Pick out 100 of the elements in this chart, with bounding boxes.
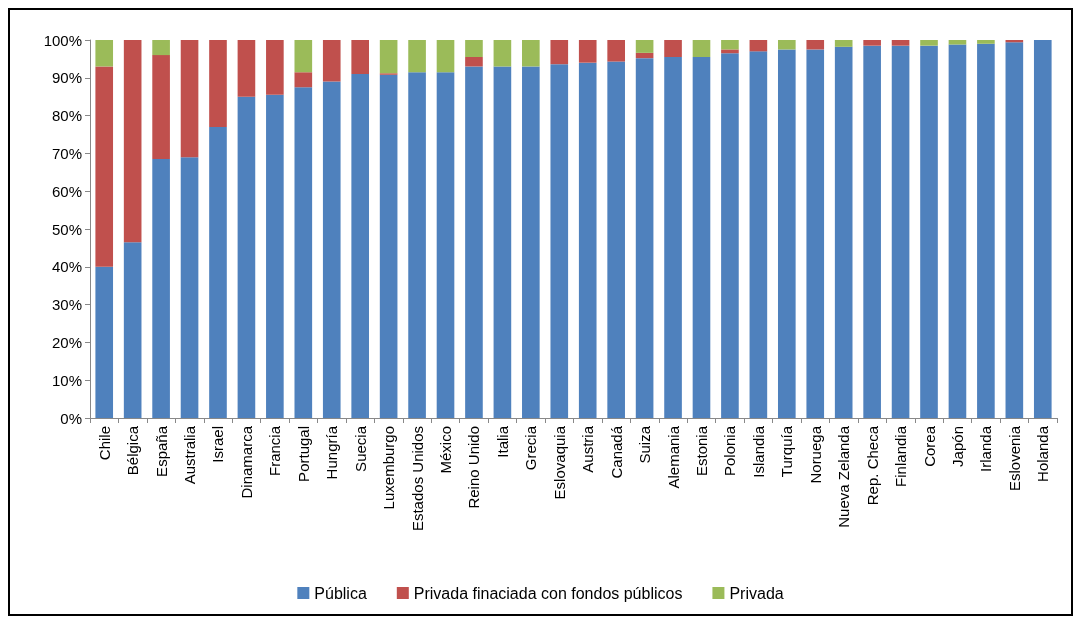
bar [749,51,768,418]
bar [721,40,739,50]
y-tick-label: 50% [51,220,82,238]
bar [863,40,881,46]
bar [977,43,995,418]
bar [408,72,426,418]
x-tick-label: Japón [948,426,966,467]
bar [948,44,967,418]
x-tick-label: Polonia [721,425,739,477]
bar [863,45,881,418]
legend-label: Privada [729,584,784,602]
bar [294,72,313,88]
x-tick-label: Corea [920,425,938,467]
bar [920,40,938,46]
legend-label: Privada finaciada con fondos públicos [413,584,683,602]
bar [465,66,483,418]
bar [1033,40,1052,418]
x-tick-label: Italia [493,425,511,458]
bar [692,57,711,418]
x-tick-label: Israel [209,426,227,463]
x-tick-label: Islandia [749,425,767,478]
y-tick-label: 30% [51,296,82,314]
x-tick-label: Suiza [636,425,654,464]
bar [635,40,654,53]
x-tick-label: Estados Unidos [408,426,426,532]
bar [664,57,682,418]
x-tick-label: Dinamarca [237,425,255,499]
bar [379,40,398,74]
x-tick-label: Grecia [522,425,540,471]
legend-label: Pública [314,584,367,602]
x-tick-label: Canadá [607,425,625,479]
y-tick-label: 20% [51,333,82,351]
x-tick-label: Turquía [778,425,796,478]
bar [123,242,142,418]
bar [322,81,341,418]
bar [806,49,825,418]
bar [266,94,284,418]
x-tick-label: Francia [266,425,284,477]
x-tick-label: Nueva Zelanda [835,425,853,528]
y-tick-label: 10% [51,371,82,389]
bar [550,64,569,418]
x-tick-label: Luxemburgo [380,426,398,510]
bar [692,40,711,58]
bar [209,40,227,127]
x-tick-label: Bélgica [124,425,142,476]
bar [152,159,170,418]
bar [1005,42,1024,418]
bar [322,40,341,82]
bar [95,40,114,67]
bar [948,40,967,45]
x-tick-label: Alemania [664,425,682,489]
x-tick-label: Austria [579,425,597,473]
x-tick-label: Noruega [806,425,824,484]
bar [522,66,540,418]
x-tick-label: Holanda [1034,425,1052,482]
bar [237,96,256,418]
y-tick-label: 60% [51,182,82,200]
x-tick-label: Irlanda [977,425,995,472]
x-tick-label: Rep. Checa [863,425,881,506]
bar [465,57,483,67]
x-tick-label: España [152,425,170,477]
bar [266,40,284,95]
bar [777,40,796,50]
y-tick-label: 40% [51,258,82,276]
y-tick-label: 100% [43,31,82,49]
bar [152,55,170,160]
bar [920,45,938,418]
bar [465,40,483,58]
bar [209,126,227,418]
x-tick-label: Suecia [351,425,369,472]
bar [95,66,114,267]
bar [834,40,853,47]
bar [351,40,370,75]
bar [578,40,597,63]
bar [806,40,825,50]
y-tick-label: 0% [60,409,82,427]
bar [721,53,739,418]
bar [977,40,995,44]
x-tick-label: Eslovaquia [550,425,568,500]
x-tick-label: México [437,426,455,474]
bar [436,72,455,418]
bar [607,40,625,62]
bar [294,87,313,418]
x-tick-label: Hungría [323,425,341,480]
bar [379,74,398,418]
bar [635,52,654,59]
y-tick-label: 90% [51,69,82,87]
bar [493,40,512,67]
bar [749,40,768,52]
bar [436,40,455,73]
bar [493,66,512,418]
bar [180,40,199,158]
y-tick-label: 80% [51,107,82,125]
bar [891,40,910,46]
bar [777,49,796,418]
x-tick-label: Estonia [692,425,710,477]
bar [294,40,313,73]
bar [522,40,540,67]
bar [721,49,739,54]
bar [152,40,170,56]
